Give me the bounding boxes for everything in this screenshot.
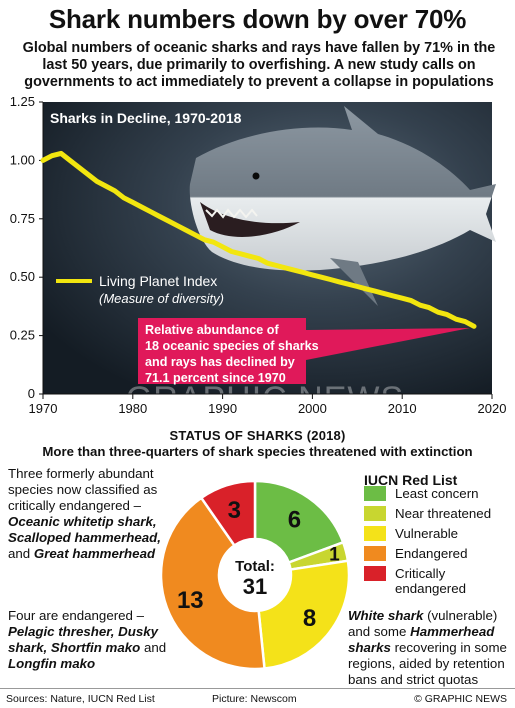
callout-box: Relative abundance of 18 oceanic species … bbox=[138, 318, 470, 385]
slice-vulnerable bbox=[257, 559, 351, 670]
legend-swatch bbox=[364, 566, 386, 581]
callout-line: 71.1 percent since 1970 bbox=[145, 371, 286, 385]
x-tick-label: 2010 bbox=[388, 401, 417, 416]
y-tick-label: 0.50 bbox=[10, 269, 35, 284]
x-tick-label: 1970 bbox=[29, 401, 58, 416]
x-tick-label: 2020 bbox=[478, 401, 507, 416]
legend-label: Least concern bbox=[395, 486, 479, 501]
note-species: White shark bbox=[348, 608, 424, 623]
legend-label: Vulnerable bbox=[395, 526, 459, 541]
page-subtitle: Global numbers of oceanic sharks and ray… bbox=[22, 40, 496, 90]
x-tick-label: 2000 bbox=[298, 401, 327, 416]
page-title: Shark numbers down by over 70% bbox=[48, 4, 467, 34]
footer: Sources: Nature, IUCN Red List Picture: … bbox=[0, 688, 515, 708]
legend-item: Endangered bbox=[364, 546, 505, 566]
note-species: Pelagic thresher, Dusky shark, Shortfin … bbox=[8, 624, 159, 655]
legend-swatch bbox=[364, 546, 386, 561]
donut-subtitle: More than three-quarters of shark specie… bbox=[42, 444, 473, 459]
callout-background bbox=[138, 318, 306, 384]
donut-title: STATUS OF SHARKS (2018) bbox=[169, 428, 346, 443]
copyright: © GRAPHIC NEWS bbox=[414, 693, 507, 705]
callout-line: and rays has declined by bbox=[145, 355, 295, 369]
y-tick-label: 1.00 bbox=[10, 152, 35, 167]
legend-item: Critically endangered bbox=[364, 566, 505, 596]
legend-item: Near threatened bbox=[364, 506, 505, 526]
legend-sublabel: (Measure of diversity) bbox=[99, 291, 224, 306]
slice-least-concern bbox=[253, 479, 345, 565]
donut-center-label: Total: bbox=[235, 558, 275, 575]
legend-swatch bbox=[364, 506, 386, 521]
donut-chart: 6 1 8 13 3 Total:31 bbox=[159, 479, 351, 671]
legend-label: Endangered bbox=[395, 546, 468, 561]
chart-inner-title: Sharks in Decline, 1970-2018 bbox=[50, 110, 242, 126]
note-text: and bbox=[8, 546, 34, 561]
callout-line: Relative abundance of bbox=[145, 323, 279, 337]
slice-label-least-concern: 6 bbox=[288, 506, 301, 533]
slice-label-endangered: 13 bbox=[177, 587, 204, 614]
note-species: Hammerhead sharks bbox=[348, 624, 495, 655]
axes: 0 0.25 0.50 0.75 1.00 1.25 1970 1980 1990 2000 201… bbox=[10, 94, 507, 416]
slice-label-near-threatened: 1 bbox=[329, 544, 340, 565]
sources-text: Sources: Nature, IUCN Red List bbox=[6, 693, 155, 705]
donut-panel: 6 1 8 13 3 Total: 31 Three formerly abundant s… bbox=[0, 462, 515, 687]
y-tick-label: 0.25 bbox=[10, 328, 35, 343]
note-critically-endangered: Three formerly abundant species now clas… bbox=[8, 466, 168, 562]
slice-endangered bbox=[159, 496, 266, 671]
note-species: Great hammerhead bbox=[33, 546, 156, 561]
note-recovering: White shark (vulnerable) and some Hammer… bbox=[348, 608, 510, 688]
legend-label: Living Planet Index bbox=[99, 273, 217, 289]
note-species: Oceanic whitetip shark, Scalloped hammer… bbox=[8, 514, 161, 545]
callout-line: 18 oceanic species of sharks bbox=[145, 339, 319, 353]
legend-swatch bbox=[364, 486, 386, 501]
picture-credit: Picture: Newscom bbox=[212, 693, 297, 705]
y-tick-label: 0.75 bbox=[10, 211, 35, 226]
shark-illustration bbox=[189, 106, 496, 306]
note-text: Four are endangered – bbox=[8, 608, 145, 623]
note-endangered: Four are endangered – Pelagic thresher, … bbox=[8, 608, 168, 672]
callout-pointer bbox=[306, 328, 470, 360]
donut-center-value: 31 bbox=[243, 574, 267, 599]
x-tick-label: 1990 bbox=[208, 401, 237, 416]
note-text: (vulnerable) and some bbox=[348, 608, 498, 639]
series-line-living-planet-index bbox=[40, 150, 477, 329]
legend-item: Least concern bbox=[364, 486, 505, 506]
y-tick-label: 1.25 bbox=[10, 94, 35, 109]
line-chart: GRAPHIC NEWS 0 0.25 0.50 0.75 1.00 1.25 1970 19… bbox=[10, 94, 507, 418]
y-tick-label: 0 bbox=[28, 386, 35, 401]
slice-label-vulnerable: 8 bbox=[303, 605, 316, 632]
legend-title: IUCN Red List bbox=[364, 472, 458, 488]
legend-item: Vulnerable bbox=[364, 526, 505, 546]
note-species: Longfin mako bbox=[8, 656, 96, 671]
legend-swatch bbox=[364, 526, 386, 541]
note-text: recovering in some regions, aided by ret… bbox=[348, 640, 507, 687]
legend-label: Critically endangered bbox=[395, 566, 466, 596]
slice-critically-endangered bbox=[199, 479, 257, 548]
slice-label-critically-endangered: 3 bbox=[228, 497, 241, 524]
legend-label: Near threatened bbox=[395, 506, 492, 521]
note-text: Three formerly abundant species now clas… bbox=[8, 466, 158, 513]
note-text: and bbox=[140, 640, 167, 655]
watermark: GRAPHIC NEWS bbox=[126, 380, 404, 418]
x-tick-label: 1980 bbox=[118, 401, 147, 416]
